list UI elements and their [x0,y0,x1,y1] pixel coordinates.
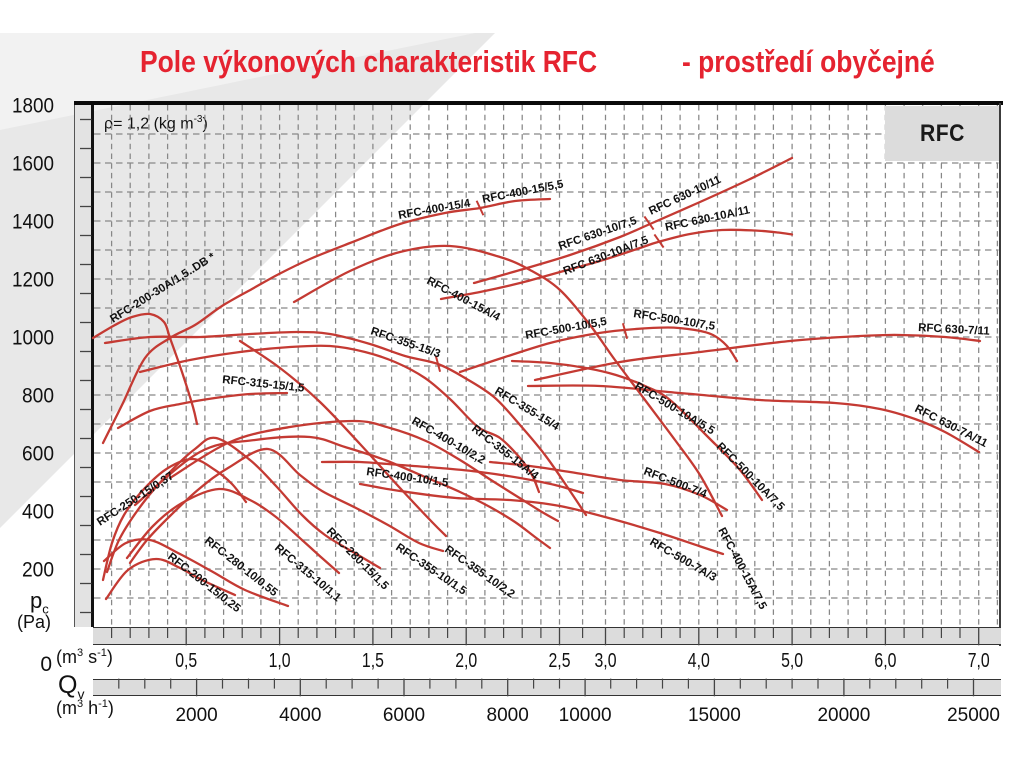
svg-text:RFC-500-7A/3: RFC-500-7A/3 [648,536,719,584]
svg-text:RFC 630-7/11: RFC 630-7/11 [918,322,991,338]
svg-text:4000: 4000 [279,705,321,726]
svg-text:RFC-400-15A/4: RFC-400-15A/4 [425,275,503,324]
svg-text:5,0: 5,0 [781,650,803,672]
svg-text:1400: 1400 [12,211,54,234]
svg-text:20000: 20000 [817,705,870,726]
svg-text:2,5: 2,5 [549,650,571,672]
svg-text:0,5: 0,5 [175,650,197,672]
svg-text:8000: 8000 [487,705,529,726]
svg-text:1200: 1200 [12,269,54,292]
svg-text:RFC-315-10/1,1: RFC-315-10/1,1 [272,542,343,605]
svg-text:0: 0 [40,653,52,676]
svg-text:4,0: 4,0 [688,650,710,672]
svg-text:2000: 2000 [175,705,217,726]
svg-text:7,0: 7,0 [968,650,990,672]
svg-text:800: 800 [22,385,54,408]
svg-text:RFC-200-30A/1,5..DB *: RFC-200-30A/1,5..DB * [108,251,218,326]
svg-text:1,5: 1,5 [362,650,384,672]
svg-text:25000: 25000 [947,705,1000,726]
svg-text:200: 200 [22,559,54,582]
svg-text:1,0: 1,0 [269,650,291,672]
svg-text:2,0: 2,0 [455,650,477,672]
svg-text:6000: 6000 [383,705,425,726]
svg-text:RFC-400-15/5,5: RFC-400-15/5,5 [481,178,565,206]
svg-text:1000: 1000 [12,327,54,350]
svg-text:RFC-250-15/0,37: RFC-250-15/0,37 [95,470,176,528]
svg-text:RFC-500-10A/5,5: RFC-500-10A/5,5 [632,380,716,437]
svg-text:RFC-280-15/1,5: RFC-280-15/1,5 [324,526,391,593]
svg-text:RFC-400-15/4: RFC-400-15/4 [397,197,471,222]
svg-text:RFC-355-15/4: RFC-355-15/4 [492,385,561,433]
svg-text:10000: 10000 [559,705,612,726]
svg-text:3,0: 3,0 [595,650,617,672]
svg-text:15000: 15000 [688,705,741,726]
svg-text:RFC-355-10/2,2: RFC-355-10/2,2 [442,544,516,601]
svg-text:6,0: 6,0 [874,650,896,672]
svg-text:1600: 1600 [12,153,54,176]
svg-text:600: 600 [22,443,54,466]
svg-text:RFC-500-10A/7,5: RFC-500-10A/7,5 [714,441,787,514]
svg-text:400: 400 [22,501,54,524]
svg-text:1800: 1800 [12,95,54,118]
